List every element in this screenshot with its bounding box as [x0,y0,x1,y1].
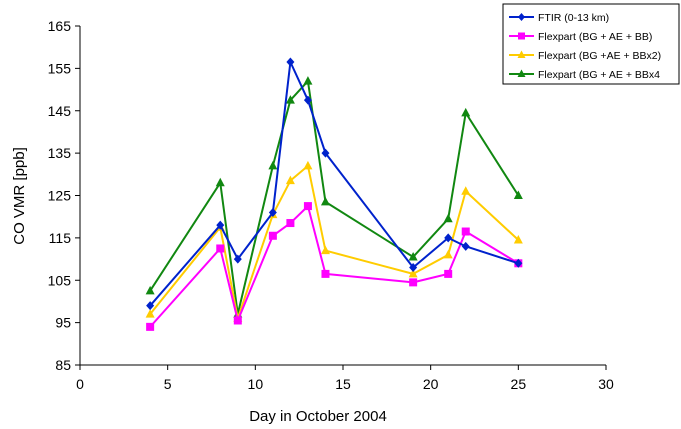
x-tick-label: 30 [598,376,614,392]
data-point [444,233,453,243]
legend-marker [518,32,525,40]
y-tick-label: 115 [49,230,72,246]
data-point [145,285,155,295]
data-point [268,207,277,217]
legend-entry: Flexpart (BG +AE + BBx2) [509,50,661,62]
legend-label: Flexpart (BG + AE + BB) [538,31,652,43]
y-tick-label: 105 [48,272,72,288]
legend-label: Flexpart (BG +AE + BBx2) [538,50,661,62]
data-point [443,213,453,223]
data-point [443,249,453,259]
legend-label: Flexpart (BG + AE + BBx4 [538,69,660,81]
data-point [268,160,278,170]
data-point [461,107,471,117]
data-point [233,316,242,325]
data-point [216,244,225,253]
legend-entry: FTIR (0-13 km) [509,12,609,24]
data-point [286,57,295,67]
data-point [146,301,155,311]
data-point [146,322,155,331]
legend-entry: Flexpart (BG + AE + BBx4 [509,69,660,81]
data-point [321,269,330,278]
data-point [285,95,295,104]
x-tick-label: 5 [164,376,172,392]
data-point [513,234,523,244]
data-point [320,196,330,206]
series-line [149,61,519,307]
data-point [303,95,312,105]
y-tick-label: 155 [48,60,72,76]
data-point [303,160,313,170]
data-point [461,241,470,251]
data-point [303,76,313,85]
x-tick-label: 10 [248,376,264,392]
data-point [268,231,277,240]
x-tick-label: 20 [423,376,439,392]
data-point [461,227,470,236]
series-4 [145,76,523,318]
data-point [303,202,312,211]
x-axis-ticks: 0 5 10 15 20 25 30 [76,365,614,392]
series-line [149,205,519,328]
series-2 [146,202,523,331]
x-tick-label: 25 [511,376,527,392]
data-point [215,177,225,187]
data-point [409,278,418,287]
y-tick-label: 85 [55,357,71,373]
data-point [408,268,418,278]
x-tick-label: 0 [76,376,84,392]
data-point [461,186,471,195]
series-3 [145,160,523,322]
x-tick-label: 15 [335,376,351,392]
y-axis-ticks: 85 95 105 115 125 135 145 155 165 [48,18,80,373]
legend-label: FTIR (0-13 km) [538,12,609,24]
legend: FTIR (0-13 km) Flexpart (BG + AE + BB) Fle… [502,3,680,85]
data-point [409,263,418,273]
data-point [444,269,453,278]
data-point [514,258,523,268]
data-point [286,219,295,228]
data-point [513,190,523,199]
legend-marker [517,69,526,77]
data-point [233,254,242,264]
y-tick-label: 145 [48,103,72,119]
data-point [216,220,225,230]
y-tick-label: 135 [48,145,72,161]
legend-entry: Flexpart (BG + AE + BB) [509,31,652,43]
x-axis-title: Day in October 2004 [249,408,387,425]
series-layer [145,57,523,331]
data-point [285,175,295,185]
series-1 [146,57,523,311]
data-point [145,309,155,318]
y-tick-label: 125 [48,188,72,204]
data-point [321,148,330,158]
legend-marker [517,50,526,58]
y-tick-label: 95 [55,315,71,331]
legend-marker [518,13,525,21]
y-tick-label: 165 [48,18,72,34]
data-point [408,251,418,261]
y-axis-title: CO VMR [ppb] [11,147,28,245]
data-point [320,245,330,255]
